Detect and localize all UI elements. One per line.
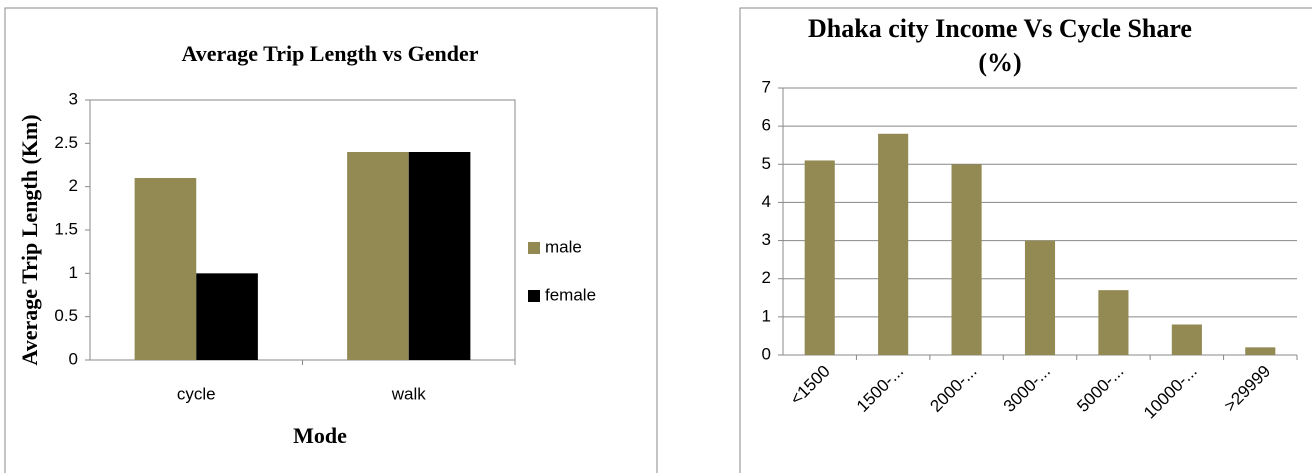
x-tick-label: walk: [391, 384, 427, 403]
legend-label: male: [545, 237, 582, 256]
y-tick-label: 5: [762, 154, 771, 173]
x-tick-label: 10000-...: [1140, 362, 1201, 423]
chart-frame: [4, 7, 658, 473]
x-tick-label: <1500: [787, 362, 834, 409]
y-tick-label: 3: [69, 89, 78, 108]
bar: [1098, 290, 1129, 355]
bar: [878, 133, 909, 355]
y-tick-label: 2.5: [54, 133, 78, 152]
y-tick-label: 0.5: [54, 306, 78, 325]
chart-frame: [739, 7, 1312, 473]
legend-swatch: [528, 290, 540, 302]
bar: [347, 152, 409, 360]
y-tick-label: 1: [762, 306, 771, 325]
bar: [1171, 324, 1202, 355]
y-tick-label: 2: [69, 176, 78, 195]
legend-label: female: [545, 285, 596, 304]
x-tick-label: 1500-...: [853, 362, 907, 416]
y-tick-label: 6: [762, 116, 771, 135]
x-tick-label: 2000-...: [926, 362, 980, 416]
y-tick-label: 1: [69, 263, 78, 282]
y-tick-label: 7: [762, 77, 771, 96]
x-axis-label: Mode: [293, 423, 347, 448]
bar: [951, 164, 982, 355]
bar: [804, 160, 835, 355]
legend-swatch: [528, 242, 540, 254]
bar: [408, 152, 471, 360]
x-tick-label: cycle: [177, 384, 216, 403]
y-tick-label: 0: [69, 349, 78, 368]
y-tick-label: 2: [762, 268, 771, 287]
bar: [1245, 347, 1276, 355]
x-tick-label: 5000-...: [1073, 362, 1127, 416]
y-tick-label: 3: [762, 230, 771, 249]
y-axis-label: Average Trip Length (Km): [17, 114, 42, 365]
x-tick-label: >29999: [1220, 362, 1274, 416]
y-tick-label: 1.5: [54, 219, 78, 238]
bar: [1024, 240, 1056, 355]
y-tick-label: 0: [762, 344, 771, 363]
x-tick-label: 3000-...: [1000, 362, 1054, 416]
y-tick-label: 4: [762, 192, 771, 211]
bar: [196, 273, 258, 360]
bar: [134, 178, 197, 360]
chart-title: Average Trip Length vs Gender: [182, 41, 479, 66]
chart-title: Dhaka city Income Vs Cycle Share (%): [808, 14, 1192, 77]
